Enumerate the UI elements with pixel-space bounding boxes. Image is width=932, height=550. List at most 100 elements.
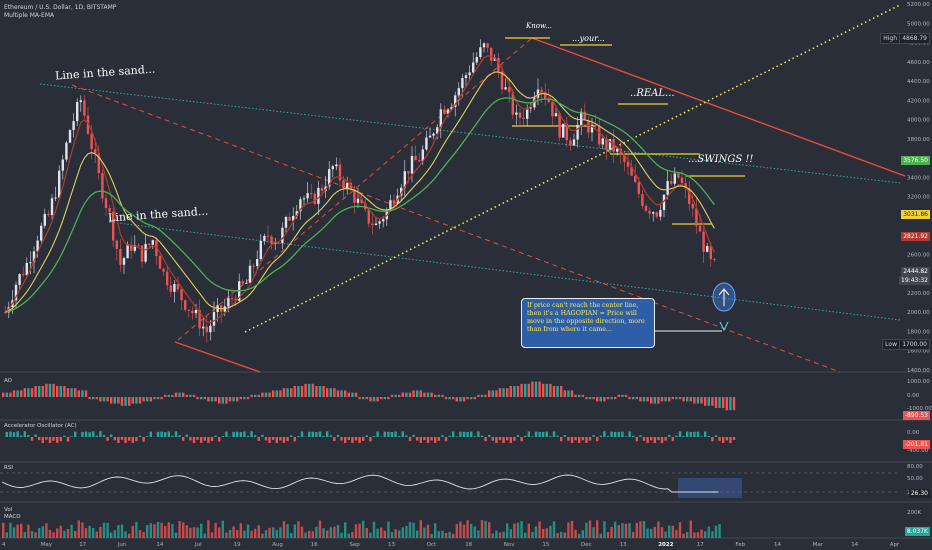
ac-bar: [646, 437, 649, 443]
ma-slow-price-label: 3576.50: [901, 156, 930, 165]
candle-body: [4, 312, 7, 314]
ao-bar: [524, 383, 527, 397]
ao-bar: [318, 386, 322, 397]
volume-bar: [246, 524, 250, 538]
ac-bar: [527, 431, 530, 437]
candle-body: [590, 124, 594, 133]
candle-body: [184, 300, 187, 310]
ao-bar: [308, 383, 311, 397]
y-tick-label: 5000.00: [907, 21, 930, 27]
volume-bar: [34, 532, 37, 538]
ao-bar: [225, 397, 228, 404]
candle-body: [212, 312, 216, 326]
volume-bar: [531, 531, 534, 538]
ao-bar: [146, 397, 149, 402]
ac-bar: [329, 435, 332, 437]
ao-bar: [513, 386, 516, 397]
volume-bar: [200, 523, 203, 538]
candle-body: [472, 62, 475, 73]
volume-bar: [250, 530, 253, 538]
volume-bar: [340, 532, 343, 538]
ac-bar: [516, 435, 520, 437]
ao-bar: [552, 386, 556, 397]
volume-bar: [491, 533, 494, 538]
ac-bar: [23, 431, 26, 437]
volume-bar: [452, 533, 455, 538]
ao-bar: [336, 390, 340, 397]
volume-bar: [585, 522, 588, 538]
ao-bar: [642, 397, 646, 402]
ema-fast-line: [4, 55, 715, 324]
volume-bar: [639, 521, 642, 538]
ac-bar: [657, 437, 660, 441]
ao-bar: [686, 397, 689, 402]
ao-bar: [527, 383, 530, 397]
ao-bar: [354, 392, 358, 397]
volume-bar: [344, 522, 347, 538]
candle-body: [112, 211, 115, 241]
candle-body: [623, 154, 626, 162]
volume-bar: [380, 527, 383, 538]
volume-bar: [149, 523, 152, 538]
ao-bar: [664, 397, 667, 402]
x-tick-label: 17: [79, 542, 86, 548]
volume-bar: [455, 524, 458, 538]
candle-body: [504, 87, 507, 90]
ac-bar: [563, 435, 566, 437]
volume-bar: [92, 527, 95, 538]
ac-bar: [268, 437, 271, 443]
ac-bar: [84, 431, 88, 437]
ac-bar: [365, 435, 368, 437]
x-tick-label: Nov: [504, 542, 515, 548]
volume-bar: [714, 525, 718, 538]
annotation-your: ...your...: [572, 34, 605, 43]
ac-bar: [588, 437, 592, 441]
ac-bar: [272, 437, 275, 440]
volume-bar: [81, 522, 84, 538]
candle-body: [22, 274, 25, 276]
candle-body: [320, 187, 324, 191]
ao-bar: [484, 394, 487, 397]
ao-bar: [142, 397, 145, 402]
ac-bar: [52, 437, 55, 441]
ao-bar: [128, 397, 131, 406]
candle-body: [598, 125, 601, 145]
x-tick-label: 16: [311, 542, 318, 548]
ao-bar: [189, 394, 192, 397]
subpanel-tick-label: -400.00: [907, 448, 929, 454]
candle-body: [432, 133, 435, 136]
candle-body: [684, 183, 687, 189]
candle-body: [148, 243, 151, 245]
ao-bar: [650, 397, 653, 404]
ac-bar: [718, 437, 721, 441]
ac-bar: [160, 431, 163, 437]
candle-body: [626, 161, 630, 167]
candle-body: [479, 47, 482, 58]
ac-bar: [300, 431, 304, 437]
ao-bar: [52, 383, 55, 397]
vol-panel-title: Vol: [4, 507, 13, 513]
ao-bar: [473, 397, 476, 400]
ac-bar: [732, 437, 736, 441]
candle-body: [158, 255, 162, 269]
ao-bar: [567, 390, 570, 397]
ac-bar: [484, 437, 487, 442]
ac-bar: [117, 437, 120, 443]
candle-body: [706, 246, 709, 252]
ao-bar: [207, 397, 210, 402]
candle-body: [284, 216, 288, 228]
ao-bar: [372, 397, 376, 402]
ac-bar: [178, 435, 181, 437]
ao-bar: [196, 397, 199, 400]
x-tick-label: Apr: [890, 542, 900, 548]
ao-bar: [437, 394, 440, 397]
ac-bar: [167, 431, 170, 437]
ao-bar: [34, 386, 37, 397]
ac-bar: [171, 435, 174, 437]
volume-bar: [228, 529, 232, 538]
volume-bar: [9, 522, 12, 538]
candle-body: [544, 91, 547, 99]
ao-bar: [232, 397, 235, 402]
